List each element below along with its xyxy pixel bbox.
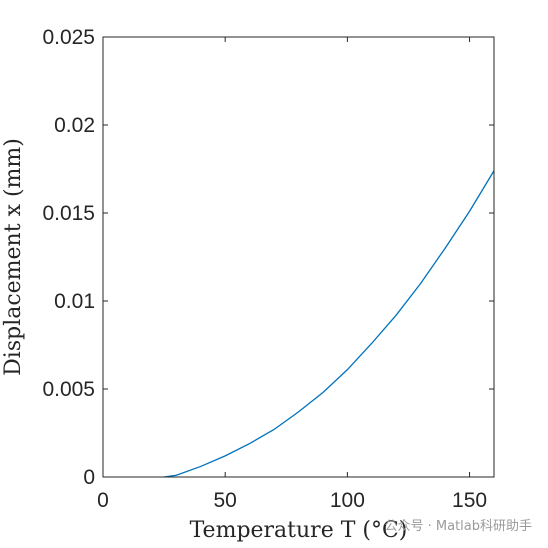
watermark-text: 公众号 · Matlab科研助手 <box>384 519 532 534</box>
x-tick-label: 100 <box>330 489 365 512</box>
ticks-layer: 0 50 100 150 0 0.005 0.01 0.015 0.02 0.025 <box>42 26 494 512</box>
y-tick-label: 0.01 <box>54 290 95 313</box>
y-tick-label: 0 <box>83 466 95 489</box>
y-axis-label: Displacement x (mm) <box>1 138 26 376</box>
y-tick-label: 0.015 <box>42 202 95 225</box>
plot-layer <box>163 170 495 478</box>
y-tick-label: 0.02 <box>54 114 95 137</box>
y-tick-label: 0.005 <box>42 378 95 401</box>
x-tick-label: 50 <box>214 489 237 512</box>
x-tick-label: 150 <box>452 489 487 512</box>
series-line <box>163 170 495 478</box>
axes-box <box>102 36 495 478</box>
x-axis-label: Temperature T (°C) <box>190 518 408 543</box>
x-tick-label: 0 <box>97 489 109 512</box>
y-tick-label: 0.025 <box>42 26 95 49</box>
